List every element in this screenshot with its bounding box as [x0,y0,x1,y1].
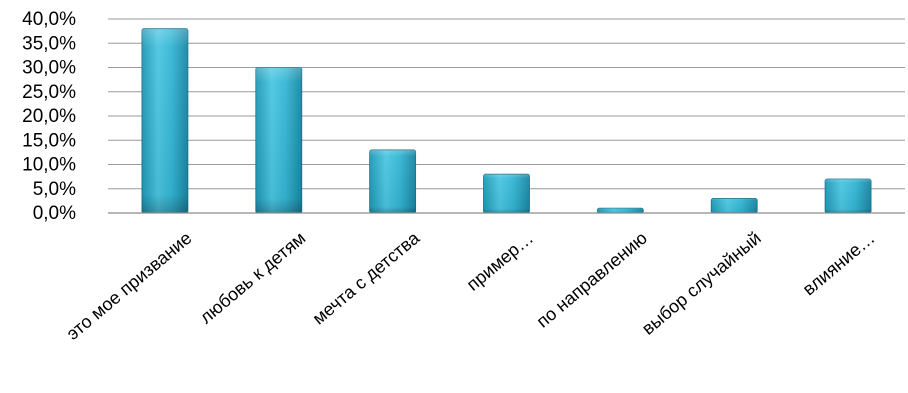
x-category-label: влияние… [799,228,879,300]
bars [141,28,872,214]
bar-shading [369,149,416,213]
y-tick-label: 25,0% [22,82,76,103]
bar-group [369,149,417,214]
x-category-label: пример… [463,228,537,295]
y-tick-label: 0,0% [33,203,76,224]
bar-shading [711,198,758,213]
bar-group [596,207,644,214]
gridlines [108,18,905,190]
bar-shading [597,208,644,213]
bar-group [483,173,530,214]
y-tick-label: 35,0% [22,33,76,54]
x-category-label: мечта с детства [309,227,424,328]
y-tick-label: 40,0% [22,9,76,30]
bar-group [824,178,872,214]
bar-shading [825,179,872,213]
bar-shading [141,28,188,214]
y-tick-label: 10,0% [22,155,76,176]
y-tick-label: 20,0% [22,106,76,127]
y-axis-tick-labels: 0,0% 5,0% 10,0% 15,0% 20,0% 25,0% 30,0% 35,0% 40… [22,9,76,224]
x-axis-category-labels: это мое призвание любовь к детям мечта с д… [63,227,879,344]
y-tick-label: 30,0% [22,58,76,79]
x-category-label: по направлению [533,228,651,332]
bar-group [141,28,189,214]
x-category-label: любовь к детям [196,228,310,328]
y-tick-label: 15,0% [22,130,76,151]
bar-shading [483,174,530,213]
bar-group [255,67,303,214]
bar-shading [255,67,302,213]
x-category-label: это мое призвание [63,228,196,344]
y-tick-label: 5,0% [33,179,76,200]
x-category-label: выбор случайный [638,228,765,339]
bar-group [710,198,758,214]
